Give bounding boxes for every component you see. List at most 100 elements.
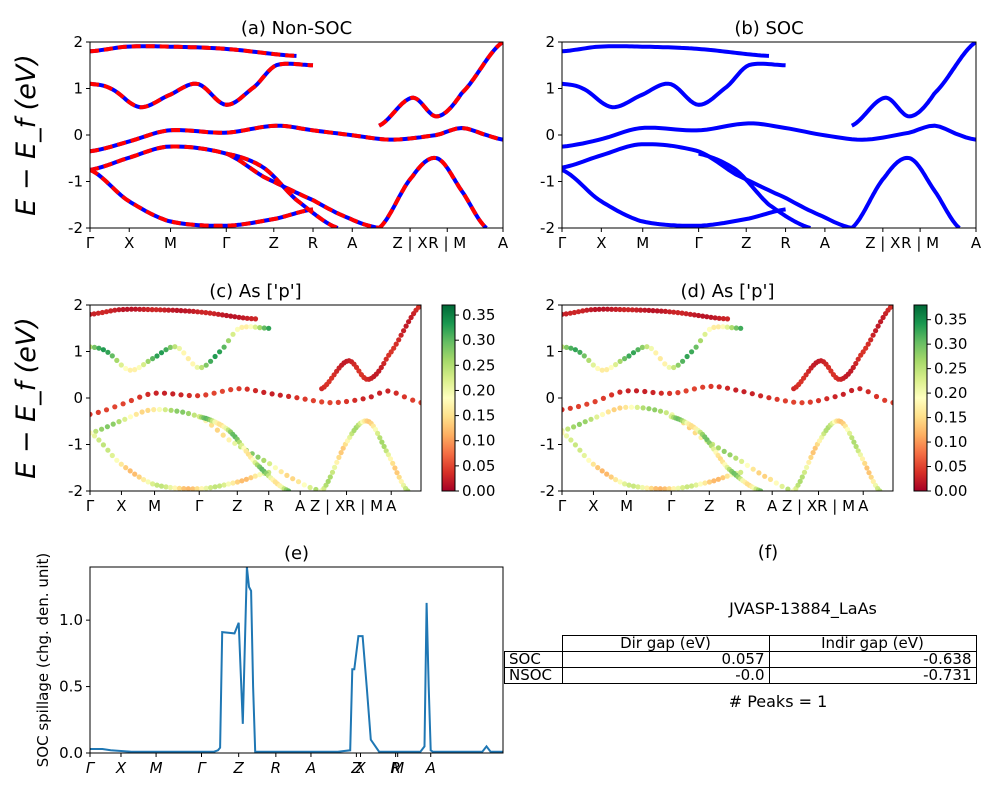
- data-point: [181, 350, 187, 356]
- data-point: [859, 456, 866, 462]
- data-point: [91, 311, 97, 317]
- data-point: [864, 465, 870, 471]
- x-tick-label-e: A: [425, 759, 436, 777]
- data-point: [379, 439, 385, 445]
- data-point: [675, 485, 681, 491]
- data-point: [680, 485, 686, 491]
- data-point: [663, 410, 669, 416]
- data-point: [120, 401, 126, 407]
- data-point: [90, 344, 93, 350]
- data-point: [691, 312, 698, 318]
- data-point: [266, 325, 272, 331]
- data-point: [650, 308, 656, 314]
- x-tick-label-d: X: [588, 497, 598, 515]
- data-point: [642, 388, 648, 395]
- x-tick-label-c: Γ: [86, 497, 95, 515]
- data-point: [310, 398, 316, 404]
- data-point: [319, 399, 325, 405]
- data-point: [729, 325, 735, 331]
- data-point: [684, 484, 690, 490]
- data-point: [105, 447, 111, 453]
- data-point: [562, 407, 565, 413]
- data-point: [849, 435, 855, 441]
- data-point: [650, 389, 656, 396]
- band-line: [850, 155, 961, 228]
- data-point: [272, 465, 278, 471]
- band-line: [377, 155, 488, 228]
- y-tick-label-c: 1: [73, 343, 83, 361]
- data-point: [403, 323, 409, 329]
- data-point: [680, 358, 686, 364]
- y-tick-label-b: 0: [545, 126, 555, 144]
- data-point: [857, 386, 863, 392]
- data-point: [110, 421, 116, 427]
- data-point: [327, 474, 333, 480]
- data-point: [628, 404, 635, 410]
- data-point: [595, 465, 601, 471]
- data-point: [252, 388, 259, 394]
- colorbar-tick-label: 0.15: [934, 409, 967, 427]
- x-tick-label-a: A: [498, 234, 509, 252]
- x-tick-label-a: Z | X: [392, 234, 427, 252]
- data-point: [733, 387, 739, 393]
- gap-table: Dir gap (eV) Indir gap (eV) SOC 0.057 -0…: [504, 635, 977, 684]
- data-point: [704, 314, 710, 320]
- data-point: [136, 364, 142, 371]
- data-point: [398, 332, 404, 338]
- data-point: [797, 478, 803, 484]
- data-point: [738, 469, 744, 475]
- y-tick-label-c: -1: [68, 436, 83, 454]
- data-point: [267, 461, 273, 467]
- data-point: [228, 313, 234, 319]
- data-point: [693, 482, 699, 488]
- data-point: [785, 486, 791, 491]
- data-point: [269, 391, 275, 397]
- x-tick-label-a: Γ: [86, 234, 95, 252]
- table-subtitle: JVASP-13884_LaAs: [728, 599, 877, 619]
- data-point: [580, 308, 586, 314]
- data-point: [638, 307, 644, 313]
- x-tick-label-b: M: [636, 234, 649, 252]
- panel-title-d: (d) As ['p']: [681, 281, 775, 302]
- data-point: [584, 401, 590, 407]
- data-point: [634, 404, 640, 410]
- data-point: [862, 460, 868, 466]
- data-point: [199, 364, 205, 371]
- x-tick-label-e: M: [150, 759, 163, 777]
- data-point: [167, 484, 173, 491]
- y-tick-label-d: -2: [540, 482, 555, 500]
- x-tick-label-d: Z | XR | M: [782, 497, 855, 515]
- band-line-dashed: [90, 44, 297, 58]
- data-point: [716, 384, 722, 390]
- data-point: [801, 469, 808, 475]
- data-point: [807, 399, 813, 405]
- band-line-dashed: [225, 151, 339, 228]
- data-point: [199, 309, 205, 315]
- data-point: [675, 390, 681, 396]
- data-point: [609, 306, 615, 312]
- data-point: [383, 448, 389, 454]
- data-point: [590, 362, 596, 368]
- data-point: [572, 347, 579, 353]
- data-point: [576, 421, 583, 427]
- data-point: [151, 407, 157, 413]
- x-tick-label-d: A: [858, 497, 869, 515]
- data-point: [114, 357, 120, 363]
- data-point: [252, 324, 258, 330]
- data-point: [176, 485, 182, 491]
- data-point: [116, 307, 122, 313]
- data-point: [390, 460, 396, 466]
- data-point: [849, 387, 855, 394]
- data-point: [563, 433, 570, 439]
- data-point: [877, 488, 883, 491]
- data-point: [368, 394, 374, 400]
- data-point: [387, 456, 394, 462]
- x-tick-label-c: A: [295, 497, 306, 515]
- data-point: [161, 390, 168, 396]
- x-tick-label-a: M: [164, 234, 177, 252]
- data-point: [391, 345, 397, 351]
- band-line: [850, 42, 976, 128]
- data-point: [720, 475, 726, 481]
- x-tick-label-c: A: [386, 497, 397, 515]
- data-point: [706, 326, 713, 332]
